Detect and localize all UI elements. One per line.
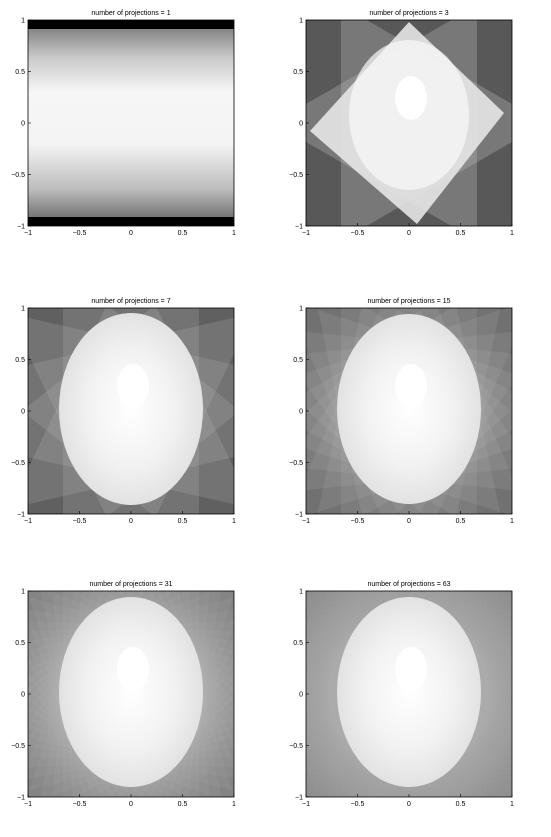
y-tick-label: 1 [21, 306, 25, 313]
subplot-4: number of projections = 15 −1 −0.5 0 0.5 1 1 0.… [289, 298, 514, 525]
x-tick-label: 0 [129, 801, 133, 808]
x-tick-label: −1 [24, 518, 32, 525]
x-tick-label: 0.5 [178, 801, 188, 808]
heatmap-image-2 [306, 20, 512, 226]
y-tick-label: −0.5 [11, 460, 25, 467]
ellipse-object [337, 314, 481, 504]
y-tick-label: 0.5 [15, 357, 25, 364]
x-tick-label: −1 [24, 801, 32, 808]
x-tick-label: 1 [232, 518, 236, 525]
y-tick-label: −0.5 [289, 743, 303, 750]
x-tick-label: 1 [510, 230, 514, 237]
subplot-title: number of projections = 31 [89, 581, 172, 588]
subplot-title: number of projections = 1 [91, 10, 170, 17]
y-tick-label: −1 [17, 512, 25, 519]
x-tick-label: −1 [24, 230, 32, 237]
x-tick-label: 0 [407, 801, 411, 808]
y-tick-label: 0 [299, 121, 303, 128]
heatmap-image-1 [28, 20, 234, 226]
subplot-title: number of projections = 63 [367, 581, 450, 588]
y-tick-label: 0 [21, 121, 25, 128]
x-tick-label: 0.5 [456, 518, 466, 525]
backprojection-band [28, 20, 234, 226]
x-tick-label: −0.5 [351, 518, 365, 525]
x-tick-label: 1 [232, 801, 236, 808]
edge-band-bottom [28, 217, 234, 226]
heatmap-image-4 [306, 308, 512, 514]
y-tick-label: 1 [21, 18, 25, 25]
ellipse-object [59, 313, 203, 505]
heatmap-image-6 [306, 591, 512, 797]
subplot-3: number of projections = 7 −1 −0.5 0 0.5 1 1 0.5… [11, 298, 236, 525]
x-tick-label: −0.5 [351, 801, 365, 808]
y-tick-label: −0.5 [289, 172, 303, 179]
x-tick-label: 1 [510, 518, 514, 525]
x-tick-label: −0.5 [351, 230, 365, 237]
ellipse-object [337, 597, 481, 787]
x-tick-label: 0 [407, 518, 411, 525]
y-tick-label: 0 [299, 692, 303, 699]
y-tick-label: 0.5 [293, 69, 303, 76]
y-tick-label: −1 [295, 512, 303, 519]
x-tick-label: −0.5 [73, 230, 87, 237]
subplot-5: number of projections = 31 −1 −0.5 0 0.5 1 1 0.… [11, 581, 236, 808]
y-tick-label: −1 [17, 224, 25, 231]
ellipse-object [59, 597, 203, 787]
y-tick-label: 0.5 [293, 640, 303, 647]
x-tick-label: 0 [129, 518, 133, 525]
y-tick-label: 1 [299, 306, 303, 313]
y-tick-label: −0.5 [11, 172, 25, 179]
y-tick-label: 0.5 [15, 69, 25, 76]
subplot-2: number of projections = 3 −1 −0.5 0 0.5 1 1 0.5… [289, 10, 514, 237]
subplot-1: number of projections = 1 −1 −0.5 0 0.5 1 1 0.5… [11, 10, 236, 237]
subplot-title: number of projections = 7 [91, 298, 170, 305]
y-tick-label: 0 [21, 692, 25, 699]
x-tick-label: 1 [510, 801, 514, 808]
x-tick-label: −0.5 [73, 801, 87, 808]
x-tick-label: 0 [407, 230, 411, 237]
y-tick-label: 0.5 [15, 640, 25, 647]
x-tick-label: −0.5 [73, 518, 87, 525]
x-tick-label: 0.5 [178, 230, 188, 237]
y-tick-label: −0.5 [11, 743, 25, 750]
x-tick-label: 0.5 [456, 230, 466, 237]
y-tick-label: −0.5 [289, 460, 303, 467]
bright-spot [117, 647, 149, 691]
x-tick-label: 0.5 [456, 801, 466, 808]
y-tick-label: 0 [21, 409, 25, 416]
x-tick-label: −1 [302, 518, 310, 525]
bright-spot [117, 364, 149, 408]
bright-spot [395, 647, 427, 691]
subplot-title: number of projections = 15 [367, 298, 450, 305]
subplot-title: number of projections = 3 [369, 10, 448, 17]
y-tick-label: −1 [295, 795, 303, 802]
bright-spot [395, 76, 427, 120]
heatmap-image-5 [28, 591, 234, 797]
bright-spot [395, 364, 427, 408]
y-tick-label: 0 [299, 409, 303, 416]
edge-band-top [28, 20, 234, 29]
x-tick-label: 1 [232, 230, 236, 237]
y-tick-label: −1 [295, 224, 303, 231]
y-tick-label: 1 [21, 589, 25, 596]
x-tick-label: −1 [302, 801, 310, 808]
x-tick-label: 0.5 [178, 518, 188, 525]
y-tick-label: −1 [17, 795, 25, 802]
subplot-6: number of projections = 63 −1 −0.5 0 0.5 1 1 0.… [289, 581, 514, 808]
x-tick-label: −1 [302, 230, 310, 237]
y-tick-label: 0.5 [293, 357, 303, 364]
y-tick-label: 1 [299, 589, 303, 596]
x-tick-label: 0 [129, 230, 133, 237]
y-tick-label: 1 [299, 18, 303, 25]
heatmap-image-3 [28, 308, 234, 514]
